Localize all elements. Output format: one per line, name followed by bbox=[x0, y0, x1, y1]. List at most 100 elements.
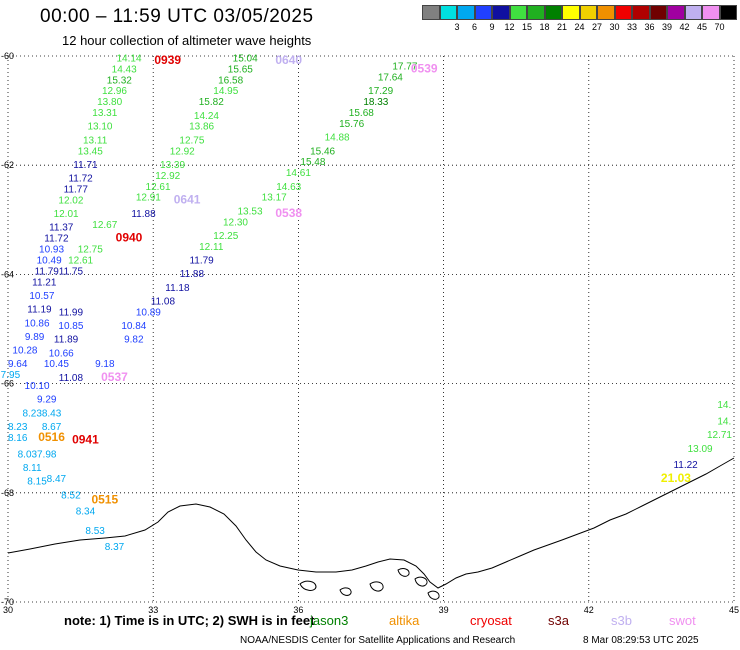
wave-height-value: 11.72 bbox=[44, 234, 69, 245]
wave-height-value: 8.52 bbox=[61, 490, 81, 501]
wave-height-value: 12.75 bbox=[78, 245, 103, 256]
legend-swatch bbox=[457, 5, 475, 20]
wave-height-value: 17.77 bbox=[392, 62, 417, 73]
pass-time-label: 0537 bbox=[101, 370, 128, 384]
legend-swatch bbox=[684, 5, 702, 20]
wave-height-value: 8.43 bbox=[42, 408, 62, 419]
wave-height-value: 11.75 bbox=[59, 266, 84, 277]
legend-swatches bbox=[422, 5, 737, 20]
wave-height-value: 12.02 bbox=[58, 195, 83, 206]
legend-label: 24 bbox=[574, 22, 585, 32]
legend-label: 15 bbox=[521, 22, 533, 32]
legend-swatch bbox=[632, 5, 650, 20]
generated-timestamp: 8 Mar 08:29:53 UTC 2025 bbox=[583, 635, 699, 646]
lon-tick-label: 36 bbox=[293, 605, 303, 615]
wave-height-value: 15.76 bbox=[339, 119, 364, 130]
lat-tick-label: -60 bbox=[1, 51, 14, 61]
wave-height-value: 14.63 bbox=[276, 182, 301, 193]
legend-label: 3 bbox=[454, 22, 460, 32]
wave-height-value: 8.47 bbox=[47, 474, 67, 485]
wave-height-value: 13.09 bbox=[688, 444, 713, 455]
legend-swatch bbox=[474, 5, 492, 20]
wave-height-value: 9.29 bbox=[37, 395, 57, 406]
legend-swatch bbox=[509, 5, 527, 20]
lat-tick-label: -68 bbox=[1, 488, 14, 498]
wave-height-value: 14. bbox=[717, 417, 731, 428]
legend-label: 21 bbox=[556, 22, 568, 32]
wave-height-value: 16.58 bbox=[218, 75, 243, 86]
wave-height-value: 8.11 bbox=[23, 463, 42, 474]
wave-height-value: 13.31 bbox=[92, 108, 117, 119]
legend-label: 18 bbox=[539, 22, 550, 32]
legend-label: 33 bbox=[626, 22, 638, 32]
wave-height-value: 11.89 bbox=[54, 335, 79, 346]
wave-height-value: 10.89 bbox=[136, 307, 161, 318]
pass-time-label: 0641 bbox=[174, 192, 201, 206]
footer-note: note: 1) Time is in UTC; 2) SWH is in fe… bbox=[64, 613, 315, 628]
legend-label: 42 bbox=[679, 22, 690, 32]
wave-height-value: 7.95 bbox=[1, 370, 21, 381]
wave-height-value: 11.21 bbox=[32, 277, 57, 288]
wave-height-value: 13.45 bbox=[78, 146, 103, 157]
wave-height-value: 12.67 bbox=[92, 220, 117, 231]
satellite-swot: swot bbox=[669, 613, 696, 628]
wave-height-value: 14.14 bbox=[116, 53, 141, 64]
legend-label: 6 bbox=[471, 22, 478, 32]
lat-lon-grid bbox=[7, 55, 735, 603]
wave-height-value: 17.64 bbox=[378, 73, 403, 84]
satellite-cryosat: cryosat bbox=[470, 613, 512, 628]
legend-swatch bbox=[667, 5, 685, 20]
legend-swatch bbox=[702, 5, 720, 20]
wave-height-value: 12.11 bbox=[199, 242, 224, 253]
wave-height-value: 12.61 bbox=[146, 182, 171, 193]
satellite-s3b: s3b bbox=[611, 613, 632, 628]
wave-height-value: 10.66 bbox=[49, 348, 74, 359]
page-title: 00:00 – 11:59 UTC 03/05/2025 bbox=[40, 6, 314, 27]
pass-time-label: 0538 bbox=[275, 206, 302, 220]
satellite-s3a: s3a bbox=[548, 613, 569, 628]
wave-height-value: 12.01 bbox=[54, 209, 79, 220]
wave-height-value: 8.23 bbox=[8, 422, 28, 433]
wave-height-value: 13.80 bbox=[97, 97, 122, 108]
legend-swatch bbox=[649, 5, 667, 20]
wave-height-value: 14.61 bbox=[286, 168, 311, 179]
pass-time-label: 0539 bbox=[411, 61, 438, 75]
wave-height-value: 15.68 bbox=[349, 108, 374, 119]
pass-time-label: 0516 bbox=[38, 430, 65, 444]
lon-tick-label: 39 bbox=[439, 605, 449, 615]
wave-height-value: 12.96 bbox=[102, 86, 127, 97]
lat-tick-label: -64 bbox=[1, 269, 14, 279]
legend-label: 39 bbox=[661, 22, 673, 32]
wave-height-value: 17.29 bbox=[368, 86, 393, 97]
legend-swatch bbox=[597, 5, 615, 20]
wave-height-value: 11.79 bbox=[35, 266, 60, 277]
lon-tick-label: 33 bbox=[148, 605, 158, 615]
wave-height-value: 11.22 bbox=[673, 460, 698, 471]
wave-height-value: 15.82 bbox=[199, 97, 224, 108]
wave-height-value: 14.43 bbox=[112, 64, 137, 75]
wave-height-value: 7.98 bbox=[37, 449, 57, 460]
legend-swatch bbox=[422, 5, 440, 20]
legend-swatch bbox=[527, 5, 545, 20]
coastline bbox=[7, 457, 735, 600]
legend-label: 45 bbox=[696, 22, 708, 32]
pass-time-label: 0515 bbox=[91, 493, 118, 507]
wave-height-value: 8.23 bbox=[22, 408, 42, 419]
wave-height-value: 13.86 bbox=[189, 122, 214, 133]
wave-height-value: 11.37 bbox=[49, 223, 74, 234]
wave-height-value: 10.93 bbox=[39, 245, 64, 256]
legend-label: 30 bbox=[609, 22, 620, 32]
wave-height-value: 11.08 bbox=[151, 296, 176, 307]
wave-height-value: 10.28 bbox=[12, 346, 37, 357]
credit-line: NOAA/NESDIS Center for Satellite Applica… bbox=[240, 635, 516, 646]
legend-swatch bbox=[579, 5, 597, 20]
lon-tick-label: 42 bbox=[584, 605, 594, 615]
wave-height-value: 11.71 bbox=[73, 160, 98, 171]
wave-height-value: 13.39 bbox=[160, 160, 185, 171]
legend-swatch bbox=[614, 5, 632, 20]
wave-height-value: 13.17 bbox=[262, 193, 287, 204]
wave-height-value: 11.72 bbox=[68, 174, 93, 185]
wave-height-value: 12.92 bbox=[170, 146, 195, 157]
legend-swatch bbox=[439, 5, 457, 20]
